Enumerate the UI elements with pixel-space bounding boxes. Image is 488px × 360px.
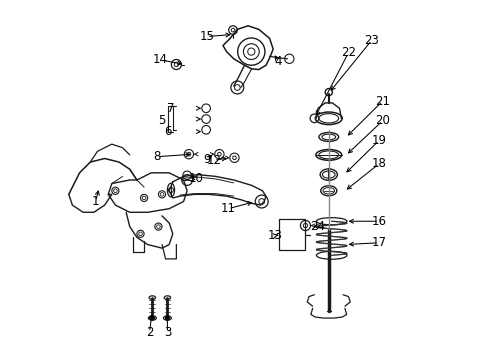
Text: 17: 17: [371, 236, 386, 249]
Circle shape: [165, 316, 169, 320]
Text: 20: 20: [374, 114, 389, 127]
Circle shape: [150, 316, 154, 320]
Text: 13: 13: [267, 229, 282, 242]
Text: 8: 8: [153, 150, 160, 163]
Text: 3: 3: [163, 326, 171, 339]
Text: 15: 15: [199, 30, 214, 43]
Text: 7: 7: [167, 102, 174, 115]
Text: 22: 22: [340, 46, 355, 59]
Text: 19: 19: [371, 134, 386, 147]
Text: 1: 1: [92, 195, 99, 208]
Text: 16: 16: [371, 215, 386, 228]
Text: 11: 11: [221, 202, 235, 215]
Text: 4: 4: [274, 55, 282, 68]
Text: 21: 21: [374, 95, 389, 108]
Text: 23: 23: [364, 33, 379, 47]
Text: 5: 5: [158, 114, 165, 127]
Text: 12: 12: [206, 154, 221, 167]
Text: 2: 2: [145, 326, 153, 339]
Text: 24: 24: [310, 220, 325, 233]
Text: 18: 18: [371, 157, 386, 170]
Text: 10: 10: [188, 172, 203, 185]
Text: 14: 14: [152, 53, 167, 66]
Text: 6: 6: [163, 125, 171, 138]
Bar: [278, 220, 305, 250]
Text: 9: 9: [203, 153, 210, 166]
